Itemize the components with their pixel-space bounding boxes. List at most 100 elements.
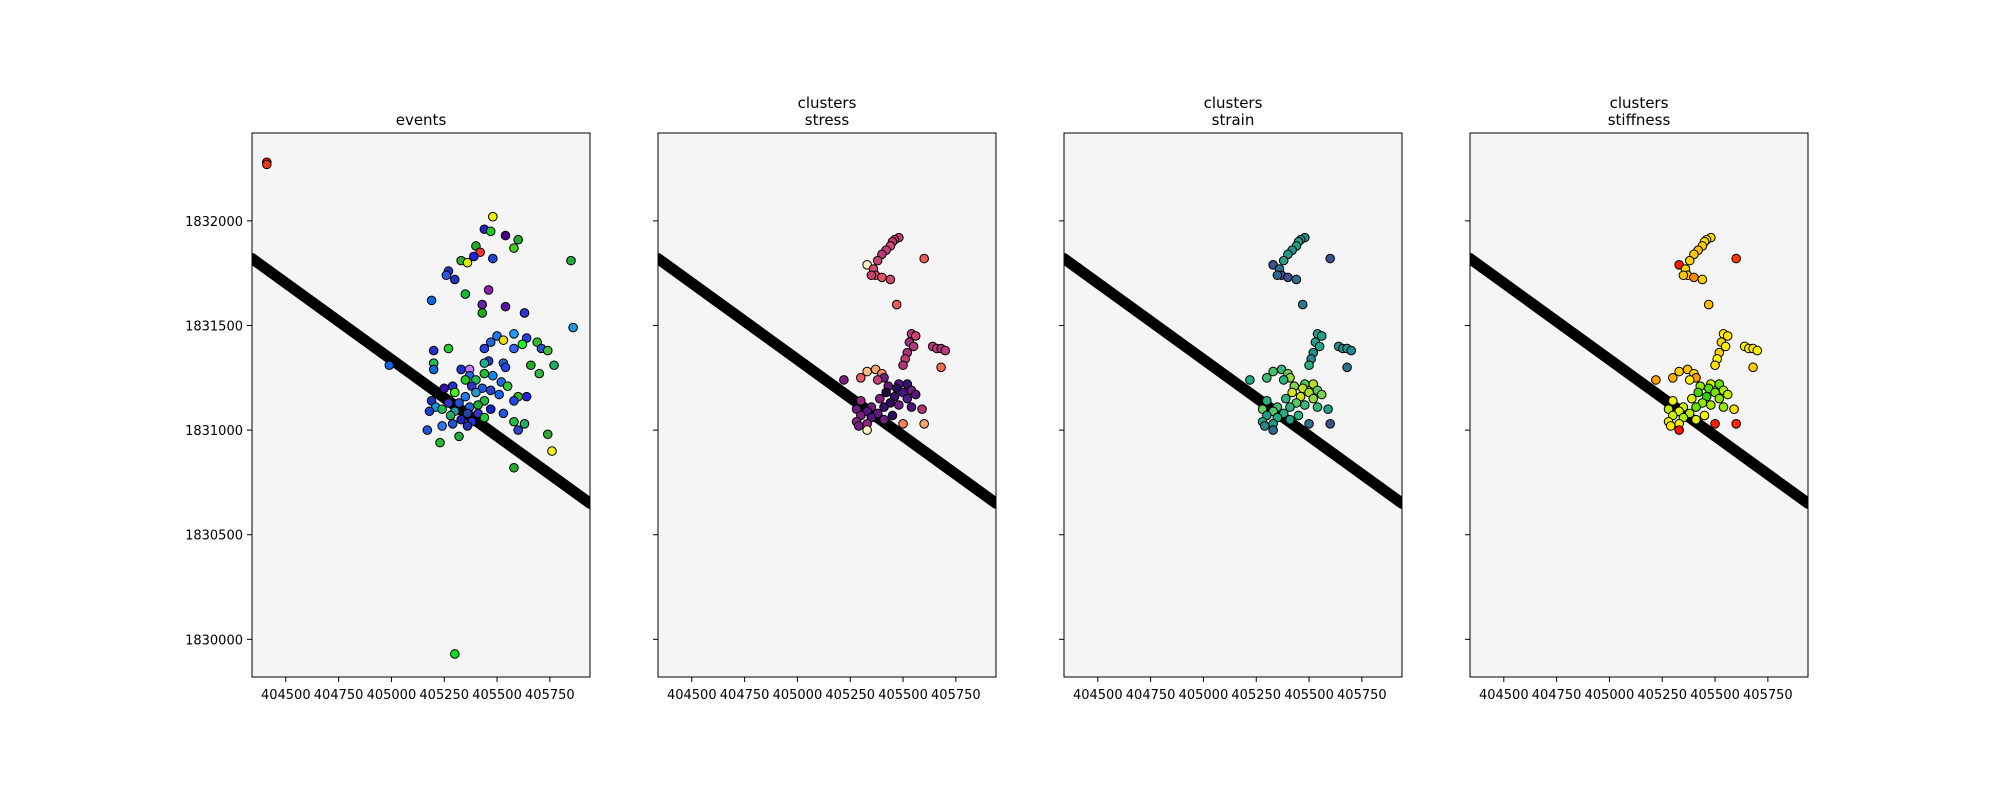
data-point [384,360,395,371]
subplot-4: 404500 404750 405000 405250 405500 405750 clus… [1465,94,1809,703]
data-point [856,396,866,406]
data-point [1297,299,1308,310]
track-line [1064,253,1402,509]
data-point [1691,414,1701,425]
data-point [509,416,519,427]
data-point [485,385,496,396]
data-point [1752,345,1763,356]
subplot-title: clusters [1610,94,1669,112]
data-point [910,331,921,341]
subplot-title: stiffness [1608,111,1671,129]
x-tick-label: 404500 [667,688,717,703]
data-point [1308,393,1319,404]
data-point [1259,421,1270,431]
data-point [1287,387,1297,398]
data-point [521,391,532,402]
data-point [568,322,578,333]
x-tick-label: 405750 [1337,688,1387,703]
data-point [566,255,576,266]
data-point [500,301,511,312]
data-point [488,211,498,222]
data-point [443,343,454,354]
data-point [1722,389,1733,400]
data-point [1699,410,1710,421]
data-point [450,387,460,398]
data-point [866,270,877,281]
data-point [422,425,433,435]
data-point [1674,366,1684,377]
plot-content [1470,232,1808,509]
data-point [891,299,902,310]
data-point [479,343,490,354]
data-point [534,368,545,379]
plot-content [252,157,590,659]
data-point [862,425,872,435]
data-point [862,366,872,377]
data-point [1731,419,1741,429]
data-point [853,421,864,431]
data-point [426,295,437,306]
data-point [1325,253,1335,264]
data-point [1268,366,1278,377]
x-tick-label: 404500 [1479,688,1529,703]
data-point [1283,272,1293,283]
x-tick-label: 405250 [1231,688,1281,703]
data-point [460,391,471,402]
data-point [437,421,447,431]
axes-frame [251,132,591,678]
data-point [910,389,921,400]
x-tick-label: 405500 [1284,688,1334,703]
data-point [917,404,927,414]
data-point [1729,404,1739,414]
data-point [1323,404,1333,414]
data-point [485,404,496,414]
data-point [936,362,946,373]
data-point [498,335,509,345]
data-point [898,419,908,429]
data-point [437,404,447,414]
data-point [940,345,951,356]
data-point [471,387,481,398]
subplot-title: stress [805,111,850,129]
data-point [1281,393,1291,404]
data-point [500,230,511,241]
subplot-2: 404500 404750 405000 405250 405500 405750 clus… [653,94,997,703]
data-point [517,339,528,350]
x-tick-label: 404500 [1073,688,1123,703]
data-point [1304,360,1314,371]
y-tick-label: 1830000 [185,633,243,648]
data-point [261,159,272,170]
data-point [424,406,435,417]
data-point [428,364,439,375]
data-point [1687,393,1697,404]
data-point [894,400,904,410]
axes-frame [657,132,997,678]
x-tick-label: 404750 [720,688,770,703]
data-point [509,396,519,406]
plot-area [252,133,590,677]
data-point [1748,362,1758,373]
data-point [456,414,466,425]
subplot-title: clusters [1204,94,1263,112]
subplot-title: events [396,111,447,129]
data-point [488,370,498,381]
data-point [462,257,473,268]
data-point [483,285,494,295]
data-point [1684,375,1695,385]
data-point [919,253,929,264]
data-point [479,412,490,423]
data-point [1285,414,1295,425]
data-point [435,437,445,448]
data-point [879,402,889,412]
y-tick-label: 1831500 [185,319,243,334]
data-point [542,429,553,440]
data-point [872,255,883,266]
data-point [1325,419,1335,429]
data-point [885,274,896,285]
data-point [454,431,464,442]
subplot-1: 404500 404750 405000 405250 405500 405750 1830… [185,111,591,703]
track-line [1470,253,1808,509]
data-point [1720,341,1731,352]
data-point [513,425,523,435]
data-point [445,410,456,421]
